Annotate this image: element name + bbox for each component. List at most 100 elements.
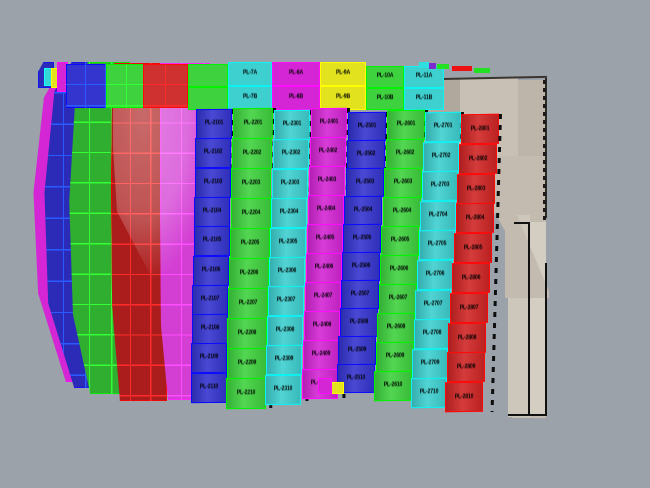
- vertical-stiffener-flange: [530, 222, 546, 414]
- plate-cell[interactable]: PL-2201: [233, 107, 273, 139]
- plate-cell[interactable]: PL-2709: [412, 348, 449, 380]
- header-plate-cell[interactable]: PL-8A: [272, 62, 320, 86]
- lower-left-yellow-nub[interactable]: [330, 382, 344, 394]
- plate-cell[interactable]: PL-2407: [305, 281, 341, 312]
- plate-cell[interactable]: PL-2508: [339, 307, 378, 337]
- plate-cell[interactable]: PL-2506: [342, 251, 380, 281]
- plate-cell[interactable]: PL-2309: [266, 345, 302, 376]
- header-plate-cell[interactable]: PL-9A: [320, 62, 366, 86]
- header-plate-cell[interactable]: [188, 64, 228, 87]
- plate-cell[interactable]: PL-2405: [307, 223, 343, 254]
- plate-cell[interactable]: PL-2501: [348, 111, 386, 141]
- edge-chip-violet[interactable]: [429, 63, 436, 69]
- plate-cell[interactable]: PL-2604: [382, 196, 421, 227]
- plate-cell[interactable]: PL-2708: [413, 318, 450, 350]
- plate-cell[interactable]: PL-2710: [410, 378, 447, 409]
- plate-cell[interactable]: PL-2806: [452, 262, 490, 294]
- plate-cell[interactable]: PL-2301: [274, 109, 310, 141]
- plate-cell[interactable]: PL-2408: [304, 310, 340, 341]
- plate-cell[interactable]: PL-2802: [459, 143, 498, 175]
- header-plate-cell[interactable]: PL-9B: [320, 86, 366, 110]
- plate-cell[interactable]: PL-2401: [311, 107, 347, 138]
- plate-cell[interactable]: PL-2106: [193, 255, 229, 286]
- plate-cell[interactable]: PL-2803: [457, 173, 496, 205]
- plate-cell[interactable]: PL-2702: [423, 141, 460, 173]
- plate-cell[interactable]: PL-2105: [193, 226, 230, 257]
- plate-cell[interactable]: PL-2507: [340, 279, 379, 309]
- header-plate-cell[interactable]: PL-11B: [404, 88, 444, 110]
- plate-cell[interactable]: PL-2305: [270, 227, 306, 258]
- plate-cell[interactable]: PL-2207: [228, 287, 269, 319]
- plate-cell[interactable]: PL-2609: [375, 341, 414, 372]
- plate-cell[interactable]: PL-2202: [232, 137, 273, 169]
- plate-cell[interactable]: PL-2310: [265, 374, 301, 405]
- plate-cell[interactable]: PL-2307: [268, 286, 304, 317]
- plate-cell[interactable]: PL-2209: [226, 347, 267, 379]
- plate-cell[interactable]: PL-2704: [420, 200, 457, 232]
- header-plate-cell[interactable]: PL-10A: [366, 66, 404, 88]
- header-plate-cell[interactable]: [188, 87, 228, 110]
- plate-cell[interactable]: PL-2701: [425, 111, 461, 143]
- plate-cell[interactable]: PL-2108: [191, 314, 228, 345]
- plate-cell[interactable]: PL-2706: [417, 259, 453, 291]
- header-plate-cell[interactable]: PL-11A: [404, 66, 444, 88]
- plate-cell[interactable]: PL-2210: [225, 377, 266, 409]
- plate-cell[interactable]: PL-2303: [272, 168, 308, 199]
- plate-cell[interactable]: PL-2503: [345, 167, 384, 197]
- plate-cell[interactable]: PL-2204: [230, 197, 271, 229]
- plate-cell[interactable]: PL-2101: [196, 108, 232, 139]
- edge-chip-red[interactable]: [452, 66, 472, 71]
- plate-cell[interactable]: PL-2602: [385, 138, 424, 169]
- plate-cell[interactable]: PL-2603: [384, 167, 423, 198]
- plate-cell[interactable]: PL-2707: [415, 289, 452, 321]
- plate-cell[interactable]: PL-2302: [273, 139, 309, 170]
- plate-cell[interactable]: PL-2409: [303, 339, 339, 370]
- plate-cell[interactable]: PL-2406: [306, 252, 342, 283]
- plate-cell[interactable]: PL-2306: [269, 256, 305, 288]
- header-plate-cell[interactable]: PL-8B: [272, 86, 320, 110]
- plate-cell[interactable]: PL-2810: [444, 381, 483, 413]
- plate-cell[interactable]: PL-2606: [380, 254, 418, 285]
- plate-cell[interactable]: PL-2605: [381, 225, 420, 256]
- edge-chip-cyan[interactable]: [419, 62, 429, 68]
- plate-cell[interactable]: PL-2110: [190, 372, 227, 403]
- plate-cell[interactable]: PL-2402: [310, 136, 346, 167]
- plate-cell[interactable]: PL-2403: [309, 165, 345, 196]
- plate-cell[interactable]: PL-2103: [194, 167, 231, 198]
- plate-cell[interactable]: PL-2206: [229, 257, 269, 289]
- plate-cell[interactable]: PL-2807: [450, 292, 489, 324]
- plate-cell[interactable]: PL-2804: [455, 203, 494, 235]
- plate-cell[interactable]: PL-2505: [343, 223, 382, 253]
- plate-cell[interactable]: PL-2107: [192, 284, 229, 315]
- plate-cell[interactable]: PL-2608: [377, 312, 416, 343]
- plate-cell[interactable]: PL-2308: [267, 315, 303, 346]
- header-plate-cell[interactable]: PL-10B: [366, 88, 404, 110]
- plate-cell[interactable]: PL-2703: [421, 170, 458, 202]
- plate-cell[interactable]: PL-2801: [461, 113, 499, 145]
- header-plate-cell[interactable]: PL-7A: [228, 62, 272, 86]
- plate-cell[interactable]: PL-2805: [453, 232, 492, 264]
- plate-cell[interactable]: PL-2504: [344, 195, 383, 225]
- plate-cell[interactable]: PL-2304: [271, 198, 307, 229]
- plate-cell[interactable]: PL-2509: [338, 335, 377, 365]
- plate-cell[interactable]: PL-2205: [229, 227, 270, 259]
- plate-cell[interactable]: PL-2601: [387, 109, 425, 140]
- plate-cell[interactable]: PL-2208: [227, 317, 268, 349]
- plate-cell[interactable]: PL-2109: [191, 343, 228, 374]
- plate-cell[interactable]: PL-2809: [446, 352, 485, 384]
- plate-cell[interactable]: PL-2705: [418, 230, 455, 261]
- edge-chip-green-2[interactable]: [474, 68, 490, 73]
- plate-cell[interactable]: PL-2203: [231, 167, 272, 199]
- plate-cell[interactable]: PL-2102: [195, 138, 232, 169]
- header-plate-cell[interactable]: PL-7B: [228, 86, 272, 110]
- plate-cell[interactable]: PL-2104: [194, 196, 231, 227]
- plate-cell[interactable]: PL-2808: [448, 322, 487, 354]
- edge-chip-green-1[interactable]: [437, 64, 449, 69]
- plate-cell[interactable]: PL-2502: [346, 139, 385, 169]
- plate-cell[interactable]: PL-2610: [374, 370, 413, 401]
- plate-cell[interactable]: PL-2404: [308, 194, 344, 225]
- plate-cell[interactable]: PL-2607: [378, 283, 417, 314]
- lower-left-magenta-nub[interactable]: [318, 378, 332, 394]
